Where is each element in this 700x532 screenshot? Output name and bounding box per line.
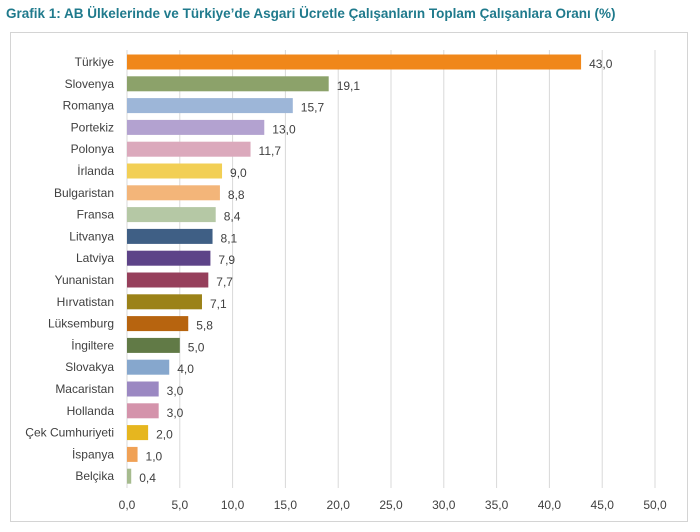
data-label: 15,7 <box>301 101 325 115</box>
x-tick-label: 40,0 <box>538 498 562 512</box>
bar <box>127 141 251 157</box>
x-tick-label: 45,0 <box>591 498 615 512</box>
chart-title: Grafik 1: AB Ülkelerinde ve Türkiye’de A… <box>6 6 616 21</box>
data-label: 1,0 <box>146 449 163 463</box>
data-label: 5,8 <box>196 319 213 333</box>
category-label: Slovakya <box>65 360 114 374</box>
x-tick-label: 25,0 <box>379 498 403 512</box>
x-tick-label: 5,0 <box>171 498 188 512</box>
bar <box>127 76 329 92</box>
data-label: 5,0 <box>188 340 205 354</box>
bar <box>127 228 213 244</box>
bar <box>127 316 189 332</box>
category-label: Çek Cumhuriyeti <box>25 426 114 440</box>
category-labels: Türkiye Slovenya Romanya Portekiz Polonya İrl… <box>25 55 114 483</box>
category-label: Lüksemburg <box>48 317 114 331</box>
category-label: Portekiz <box>71 120 114 134</box>
x-tick-label: 15,0 <box>274 498 298 512</box>
category-label: Belçika <box>75 469 114 483</box>
x-tick-label: 0,0 <box>119 498 136 512</box>
category-label: Yunanistan <box>55 273 114 287</box>
category-label: Bulgaristan <box>54 186 114 200</box>
bar <box>127 446 138 462</box>
x-tick-label: 20,0 <box>327 498 351 512</box>
data-label: 7,9 <box>218 253 235 267</box>
bar <box>127 250 211 266</box>
x-axis-tick-labels: 0,0 5,0 10,0 15,0 20,0 25,0 30,0 35,0 40,0 45,0 50… <box>119 498 667 512</box>
category-label: Hollanda <box>67 404 115 418</box>
category-label: Fransa <box>77 208 115 222</box>
bar <box>127 54 582 70</box>
category-label: Romanya <box>63 99 115 113</box>
category-label: İngiltere <box>71 338 114 352</box>
data-label: 4,0 <box>177 362 194 376</box>
bar <box>127 381 159 397</box>
bar <box>127 163 223 179</box>
data-label: 3,0 <box>167 384 184 398</box>
category-label: Polonya <box>71 142 115 156</box>
bars <box>127 54 582 484</box>
category-label: Macaristan <box>55 382 114 396</box>
category-label: Slovenya <box>65 77 115 91</box>
bar <box>127 294 202 310</box>
bar <box>127 468 132 484</box>
x-tick-label: 10,0 <box>221 498 245 512</box>
category-label: Latviya <box>76 251 114 265</box>
x-tick-label: 50,0 <box>643 498 667 512</box>
bar <box>127 185 220 201</box>
data-label: 11,7 <box>259 144 282 158</box>
chart-frame <box>10 32 688 522</box>
category-label: İrlanda <box>77 164 114 178</box>
data-label: 8,4 <box>224 210 241 224</box>
category-label: Litvanya <box>69 229 114 243</box>
data-label: 9,0 <box>230 166 247 180</box>
gridlines <box>126 50 656 488</box>
data-label: 8,1 <box>221 231 238 245</box>
bar <box>127 359 170 375</box>
category-label: Hırvatistan <box>57 295 114 309</box>
data-label: 7,7 <box>216 275 233 289</box>
bar <box>127 98 293 114</box>
value-labels: 43,0 19,1 15,7 13,0 11,7 9,0 8,8 8,4 8,1 7,9 7,7 7,… <box>139 57 613 485</box>
data-label: 0,4 <box>139 471 156 485</box>
bar <box>127 272 209 288</box>
data-label: 13,0 <box>272 122 296 136</box>
data-label: 7,1 <box>210 297 227 311</box>
data-label: 43,0 <box>589 57 613 71</box>
data-label: 8,8 <box>228 188 245 202</box>
x-tick-label: 35,0 <box>485 498 509 512</box>
data-label: 2,0 <box>156 428 173 442</box>
x-tick-label: 30,0 <box>432 498 456 512</box>
category-label: İspanya <box>72 447 114 461</box>
bar <box>127 119 265 135</box>
bar <box>127 403 159 419</box>
bar <box>127 337 180 353</box>
bar <box>127 425 149 441</box>
category-label: Türkiye <box>75 55 115 69</box>
data-label: 3,0 <box>167 406 184 420</box>
bar <box>127 207 216 223</box>
data-label: 19,1 <box>337 79 361 93</box>
